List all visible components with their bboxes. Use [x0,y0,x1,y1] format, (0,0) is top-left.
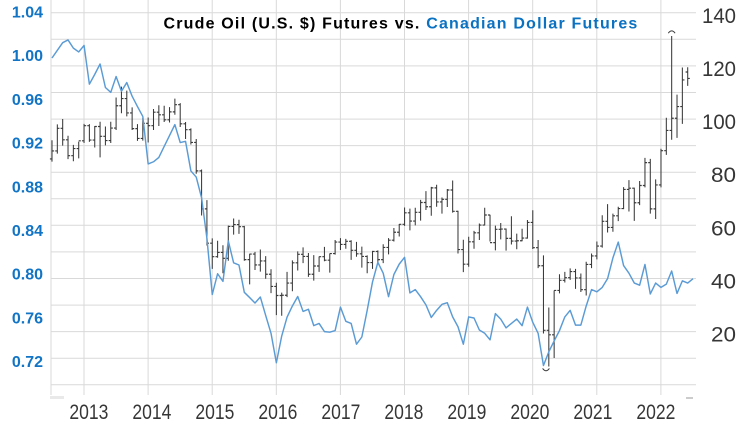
svg-text:140: 140 [702,4,736,28]
svg-text:0.92: 0.92 [12,136,43,153]
svg-text:1.04: 1.04 [12,5,43,22]
svg-text:0.72: 0.72 [12,354,43,371]
svg-text:100: 100 [702,110,736,134]
svg-text:2014: 2014 [132,400,171,422]
svg-text:0.88: 0.88 [12,179,43,196]
svg-text:2017: 2017 [321,400,360,422]
svg-text:2016: 2016 [258,400,297,422]
svg-text:2018: 2018 [384,400,423,422]
svg-text:80: 80 [711,163,736,187]
svg-text:0.80: 0.80 [12,267,43,284]
svg-text:1.00: 1.00 [12,48,43,65]
svg-text:0.96: 0.96 [12,92,43,109]
svg-text:20: 20 [711,323,736,347]
svg-text:60: 60 [711,216,736,240]
svg-text:Crude Oil (U.S. $) Futures vs.: Crude Oil (U.S. $) Futures vs. Canadian … [163,16,638,33]
svg-text:2015: 2015 [195,400,234,422]
svg-text:2021: 2021 [573,400,612,422]
svg-text:2022: 2022 [636,400,675,422]
svg-text:40: 40 [711,270,736,294]
svg-text:0.84: 0.84 [12,223,43,240]
svg-text:2020: 2020 [510,400,549,422]
svg-text:120: 120 [702,57,736,81]
svg-text:0.76: 0.76 [12,310,43,327]
svg-text:2019: 2019 [447,400,486,422]
svg-text:2013: 2013 [69,400,108,422]
